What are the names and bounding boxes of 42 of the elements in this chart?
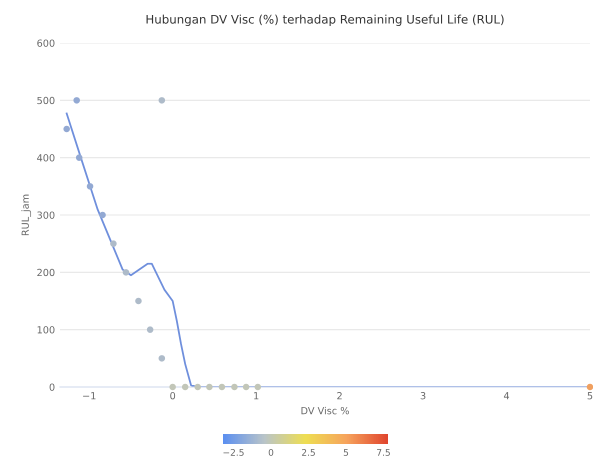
x-axis-title: DV Visc % [301, 406, 349, 414]
x-tick-label: 0 [170, 392, 176, 400]
chart-title: Hubungan DV Visc (%) terhadap Remaining Useful Life (RUL) [146, 14, 504, 26]
y-tick-label: 600 [37, 39, 54, 47]
y-tick-label: 500 [37, 96, 54, 104]
x-tick-label: 1 [254, 392, 258, 400]
x-tick-label: −1 [83, 392, 96, 400]
x-tick-label: 5 [588, 392, 592, 400]
point [63, 126, 70, 132]
point [158, 97, 166, 104]
y-tick-label: 100 [38, 326, 54, 334]
point [110, 240, 117, 247]
point [254, 384, 262, 390]
point [135, 298, 142, 304]
point [182, 384, 188, 390]
y-tick-label: 300 [37, 211, 54, 219]
point [99, 212, 106, 218]
color-bar-label: 0 [268, 449, 274, 456]
point [76, 154, 82, 161]
color-bar-label: 7.5 [377, 449, 390, 456]
point [586, 384, 593, 390]
point [218, 384, 226, 390]
point [194, 384, 201, 390]
point [231, 384, 238, 390]
x-tick-label: 2 [337, 392, 342, 400]
color-bar-label: −2.5 [223, 449, 244, 456]
point [158, 355, 166, 362]
point [242, 384, 250, 390]
point [206, 384, 213, 390]
point [86, 183, 94, 190]
y-axis-title: RUL_jam [21, 194, 32, 236]
color-bar-label: 5 [344, 449, 348, 456]
y-tick-label: 200 [37, 268, 54, 276]
point [169, 384, 176, 390]
point [122, 269, 130, 276]
point [146, 326, 154, 333]
point [73, 97, 80, 104]
y-tick-label: 400 [37, 154, 54, 162]
x-tick-label: 3 [420, 392, 426, 400]
color-bar-label: 2.5 [302, 449, 315, 456]
y-tick-label: 0 [50, 383, 54, 391]
x-tick-label: 4 [504, 392, 510, 400]
